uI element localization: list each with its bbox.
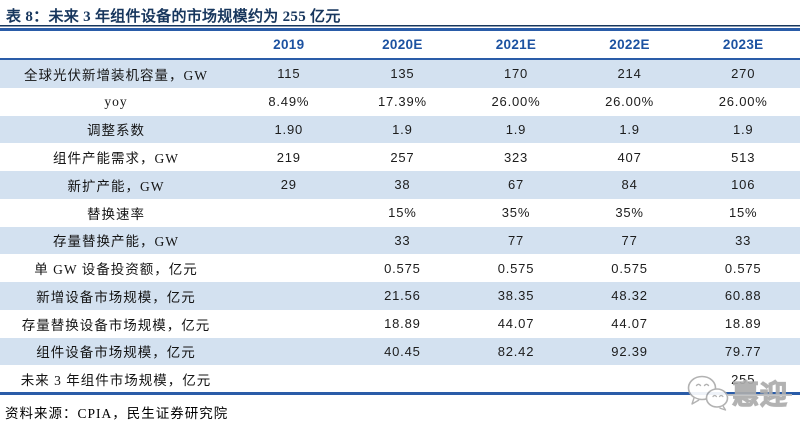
table-row: 全球光伏新增装机容量，GW 115 135 170 214 270 <box>0 59 800 88</box>
table-row: 单 GW 设备投资额，亿元 0.575 0.575 0.575 0.575 <box>0 254 800 282</box>
cell-value: 67 <box>507 177 525 193</box>
row-label: 新增设备市场规模，亿元 <box>36 289 196 305</box>
title-divider <box>0 25 800 31</box>
cell-value: 26.00% <box>718 94 768 110</box>
table-row: 存量替换设备市场规模，亿元 18.89 44.07 44.07 18.89 <box>0 310 800 338</box>
cell-value: 40.45 <box>384 343 421 359</box>
cell-value: 77 <box>621 232 638 248</box>
cell-value: 44.07 <box>497 316 535 332</box>
cell-value: 77 <box>507 232 525 248</box>
cell-value: 407 <box>617 149 642 165</box>
table-row: 未来 3 年组件市场规模，亿元 255 <box>0 365 800 393</box>
cell-value <box>346 365 460 393</box>
cell-value: 44.07 <box>611 316 648 332</box>
cell-value: 1.90 <box>274 121 304 137</box>
row-label: 存量替换产能，GW <box>53 234 179 250</box>
cell-value: 214 <box>617 66 642 82</box>
table-row: 新增设备市场规模，亿元 21.56 38.35 48.32 60.88 <box>0 282 800 310</box>
cell-value: 255 <box>731 371 756 387</box>
row-label: 全球光伏新增装机容量，GW <box>24 67 208 83</box>
cell-value: 0.575 <box>384 260 421 276</box>
cell-value <box>232 254 346 282</box>
table-row: 调整系数 1.90 1.9 1.9 1.9 1.9 <box>0 115 800 144</box>
table-row: 存量替换产能，GW 33 77 77 33 <box>0 226 800 255</box>
row-label: 组件设备市场规模，亿元 <box>36 345 196 361</box>
cell-value <box>459 365 573 393</box>
cell-value: 33 <box>735 232 752 248</box>
cell-value: 18.89 <box>724 316 762 332</box>
row-label: 新扩产能，GW <box>67 178 165 194</box>
cell-value: 35% <box>615 205 644 221</box>
cell-value: 26.00% <box>491 94 541 110</box>
cell-value: 38 <box>394 177 411 193</box>
table-bottom-border <box>0 392 800 395</box>
cell-value <box>232 310 346 338</box>
cell-value: 18.89 <box>384 316 421 332</box>
cell-value: 0.575 <box>724 260 762 276</box>
cell-value: 92.39 <box>611 343 648 359</box>
cell-value <box>232 227 346 255</box>
cell-value: 15% <box>388 205 417 221</box>
cell-value: 15% <box>728 205 758 221</box>
cell-value: 257 <box>390 149 415 165</box>
cell-value: 1.9 <box>732 121 754 137</box>
cell-value: 26.00% <box>605 94 655 110</box>
table-row: 替换速率 15% 35% 35% 15% <box>0 199 800 227</box>
row-label: 替换速率 <box>87 206 145 222</box>
cell-value: 0.575 <box>497 260 535 276</box>
row-label: 组件产能需求，GW <box>53 151 179 167</box>
column-header-2021e: 2021E <box>459 31 573 60</box>
row-label: 未来 3 年组件市场规模，亿元 <box>20 373 212 389</box>
cell-value: 1.9 <box>392 121 413 137</box>
source-note: 资料来源：CPIA，民生证券研究院 <box>5 406 229 421</box>
row-label: yoy <box>104 93 128 109</box>
cell-value: 21.56 <box>384 288 421 304</box>
cell-value: 135 <box>390 66 415 82</box>
table-title: 表 8：未来 3 年组件设备的市场规模约为 255 亿元 <box>6 9 341 25</box>
column-header-2022e: 2022E <box>572 31 687 60</box>
column-header-empty <box>0 31 232 60</box>
cell-value <box>232 199 346 227</box>
cell-value <box>573 365 687 393</box>
cell-value: 29 <box>280 177 297 193</box>
cell-value: 1.9 <box>619 121 640 137</box>
header-row: 2019 2020E 2021E 2022E 2023E <box>0 31 800 60</box>
column-header-2023e: 2023E <box>686 31 800 60</box>
cell-value: 1.9 <box>505 121 527 137</box>
cell-value: 8.49% <box>268 94 310 110</box>
cell-value: 33 <box>394 232 411 248</box>
table-row: 组件设备市场规模，亿元 40.45 82.42 92.39 79.77 <box>0 337 800 366</box>
table-body: 全球光伏新增装机容量，GW 115 135 170 214 270 yoy 8.… <box>0 59 800 393</box>
column-header-2020e: 2020E <box>345 31 460 60</box>
cell-value: 35% <box>501 205 531 221</box>
cell-value: 219 <box>276 149 301 165</box>
cell-value <box>232 282 346 310</box>
row-label: 调整系数 <box>87 123 145 139</box>
cell-value: 82.42 <box>497 343 535 359</box>
cell-value <box>232 338 346 366</box>
data-table: 2019 2020E 2021E 2022E 2023E 全球光伏新增装机容量，… <box>0 31 800 393</box>
cell-value: 48.32 <box>611 288 648 304</box>
cell-value: 106 <box>731 177 756 193</box>
cell-value: 79.77 <box>724 343 762 359</box>
cell-value: 115 <box>277 66 301 82</box>
cell-value: 323 <box>503 149 529 165</box>
row-label: 存量替换设备市场规模，亿元 <box>21 317 211 333</box>
cell-value: 60.88 <box>724 288 762 304</box>
row-label: 单 GW 设备投资额，亿元 <box>34 262 198 278</box>
cell-value <box>232 365 346 393</box>
table-row: 组件产能需求，GW 219 257 323 407 513 <box>0 143 800 171</box>
table-row: 新扩产能，GW 29 38 67 84 106 <box>0 171 800 199</box>
cell-value: 170 <box>503 66 529 82</box>
cell-value: 513 <box>731 149 756 165</box>
cell-value: 270 <box>731 66 756 82</box>
cell-value: 84 <box>621 177 638 193</box>
column-header-2019: 2019 <box>232 31 346 60</box>
cell-value: 17.39% <box>377 94 427 110</box>
table-row: yoy 8.49% 17.39% 26.00% 26.00% 26.00% <box>0 88 800 116</box>
cell-value: 38.35 <box>497 288 535 304</box>
cell-value: 0.575 <box>611 260 648 276</box>
